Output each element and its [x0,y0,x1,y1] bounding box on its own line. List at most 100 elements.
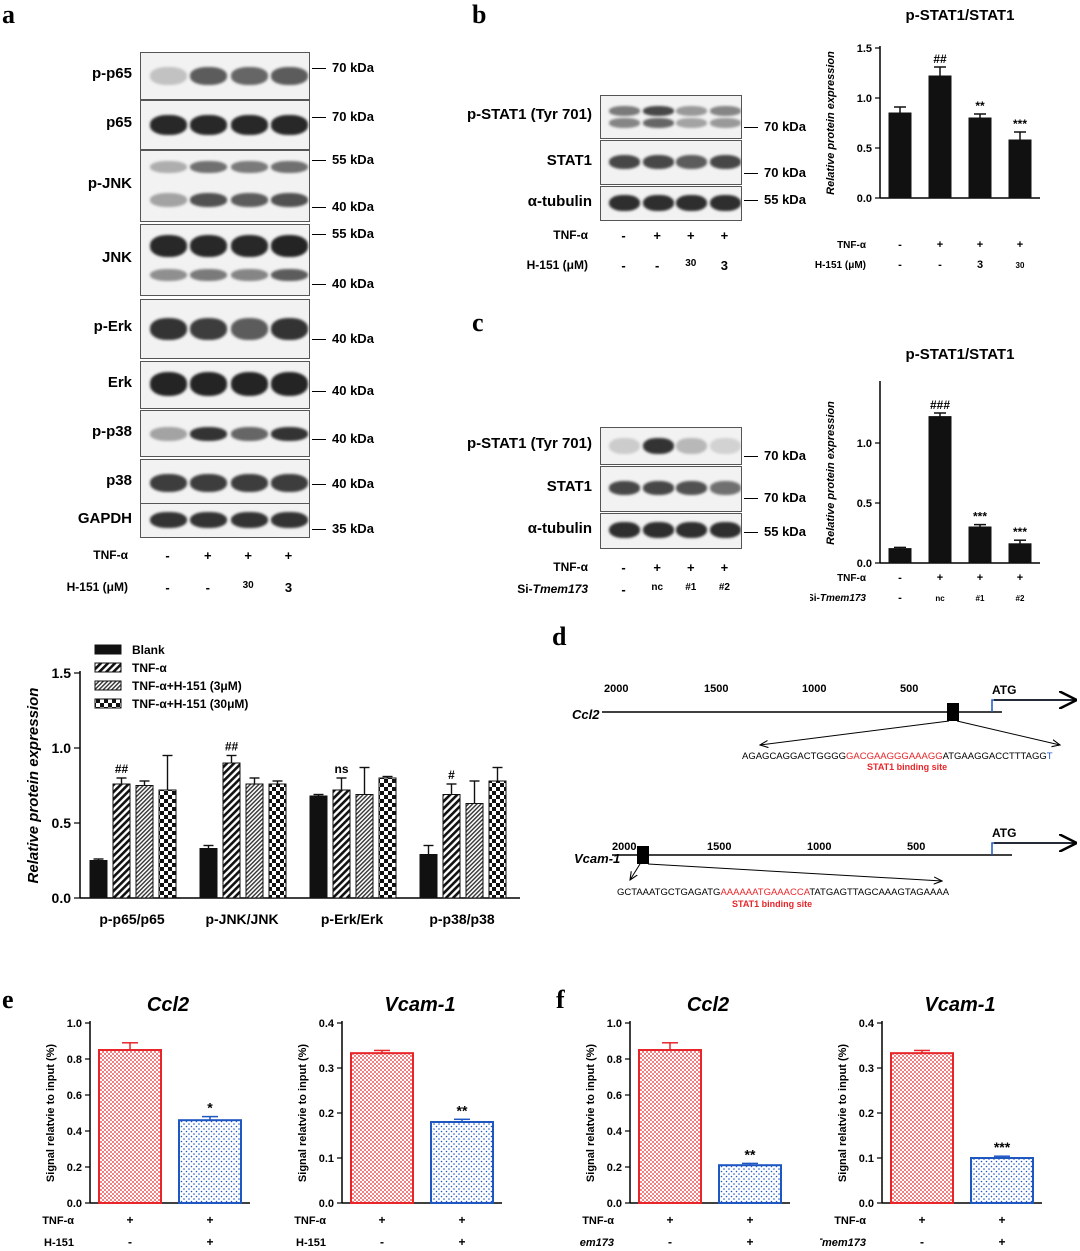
blot-label: p-JNK [87,175,132,192]
x-row-value: - [898,259,902,271]
treatment-value: - [205,580,210,595]
y-tick-label: 0.2 [607,1162,622,1174]
treatment-label: TNF-α [93,548,128,562]
treatment-value: - [165,580,170,595]
blot-label: p-p38 [91,422,132,440]
ccl2-tick-2000: 2000 [604,683,628,695]
ccl2-seq-post: ATGAAGGACCTTTAGG [943,751,1047,762]
band [271,161,308,173]
x-row-value: - [898,239,902,251]
x-row-value: + [998,1213,1005,1227]
band [676,481,708,495]
ccl2-tss-blue [991,699,1077,712]
blot-row-p65 [140,100,310,150]
chart-f-vcam1: Vcam-1 0.0 0.1 0.2 0.3 0.4 Signal relatvie to … [820,994,1042,1249]
significance-label: ns [334,762,348,776]
bar [968,117,992,199]
band [230,161,268,173]
y-tick-label: 0.0 [607,1198,622,1210]
blot-label: p-Erk [93,318,132,335]
treatment-value: - [655,258,660,273]
x-row-value: + [458,1235,465,1249]
blot-row-p-erk [140,299,310,359]
chart-title: Ccl2 [147,994,189,1016]
bar [888,548,912,564]
blot-row--tubulin [600,513,742,549]
x-row-label: Si-Tmem173 [810,593,866,604]
band [271,67,308,85]
vcam1-atg: ATG [992,826,1016,840]
vcam1-sequence: GCTAAATGCTGAGATGAAAAAATGAAACCATATGAGTTAG… [617,887,950,898]
band [710,522,741,538]
x-row-label: H-151 (μM) [815,260,866,271]
x-row-value: + [746,1235,753,1249]
chart-a-quant: 0.0 0.5 1.0 1.5 Relative protein expression #… [25,643,520,927]
significance-label: *** [973,510,987,524]
x-row-label: TNF-α [834,1215,866,1227]
band [642,155,674,169]
vcam1-binding-box [637,846,649,864]
x-row-value: - [668,1235,672,1249]
treatment-label: Si-Tmem173 [517,582,588,596]
blot-label: JNK [101,249,132,266]
band [710,438,741,454]
x-row-label: H-151 [296,1237,326,1249]
kda-marker: 55 kDa [312,226,374,241]
treatment-label: TNF-α [553,560,588,574]
bar [222,762,241,899]
band [190,193,228,207]
significance-label: *** [1013,525,1027,539]
x-row-label: TNF-α [837,240,867,251]
kda-marker: 40 kDa [312,199,374,214]
bar [158,789,177,899]
band [642,118,674,128]
band [676,195,708,211]
y-tick-label: 0.5 [857,143,872,155]
bar [442,794,461,899]
ccl2-seq-end: T [1047,751,1053,762]
x-row-value: + [746,1213,753,1227]
treatment-value: + [687,560,695,575]
panel-label-f: f [556,985,565,1014]
ccl2-binding-box [947,703,959,721]
blot-label: Erk [107,374,132,391]
vcam1-zoom-right [647,863,942,881]
x-row-label: TNF-α [42,1215,74,1227]
x-row-label: TNF-α [837,573,867,584]
blot-row-p-jnk [140,150,310,222]
band [150,427,187,441]
blot-row-p-p65 [140,52,310,100]
band [609,155,640,169]
y-tick-label: 0.5 [52,815,72,831]
x-category-label: p-Erk/Erk [321,911,383,927]
y-axis-label: Relative protein expression [825,51,837,195]
bar [970,1157,1034,1204]
band [150,474,187,492]
legend-swatch [94,680,122,691]
x-row-value: + [937,239,943,251]
vcam1-tick-500: 500 [907,841,925,853]
x-row-value: - [920,1235,924,1249]
blot-row-p-stat1-tyr-701- [600,95,742,139]
band [609,106,640,116]
band [710,106,741,116]
band [271,512,308,528]
bar [968,526,992,564]
treatment-value: - [621,560,626,575]
band [710,155,741,169]
promoter-diagram: Ccl2 2000 1500 1000 500 ATG AGAGCAGGACTG… [572,683,1077,909]
chart-title: Ccl2 [687,994,729,1016]
bar [890,1052,954,1205]
kda-marker: 70 kDa [312,60,374,75]
kda-marker: 40 kDa [312,476,374,491]
band [190,372,228,396]
panel-label-e: e [2,985,14,1014]
treatment-value: 3 [284,580,293,595]
blot-row--tubulin [600,186,742,221]
x-row-label: H-151 [44,1237,74,1249]
x-row-value: + [206,1213,213,1227]
band [609,438,640,454]
y-tick-label: 0.6 [607,1090,622,1102]
blot-label: p65 [106,114,132,131]
